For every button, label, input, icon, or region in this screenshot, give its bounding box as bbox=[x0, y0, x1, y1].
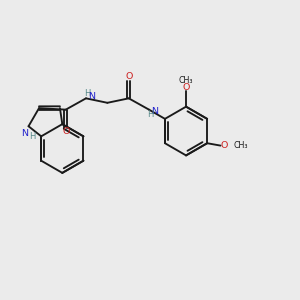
Text: CH₃: CH₃ bbox=[178, 76, 193, 85]
Text: N: N bbox=[88, 92, 95, 101]
Text: CH₃: CH₃ bbox=[233, 141, 247, 150]
Text: O: O bbox=[182, 83, 190, 92]
Text: N: N bbox=[151, 106, 158, 116]
Text: O: O bbox=[125, 72, 133, 81]
Text: H: H bbox=[29, 132, 35, 141]
Text: H: H bbox=[84, 89, 90, 98]
Text: N: N bbox=[21, 129, 28, 138]
Text: H: H bbox=[147, 110, 154, 119]
Text: O: O bbox=[62, 128, 70, 136]
Text: O: O bbox=[221, 141, 228, 150]
